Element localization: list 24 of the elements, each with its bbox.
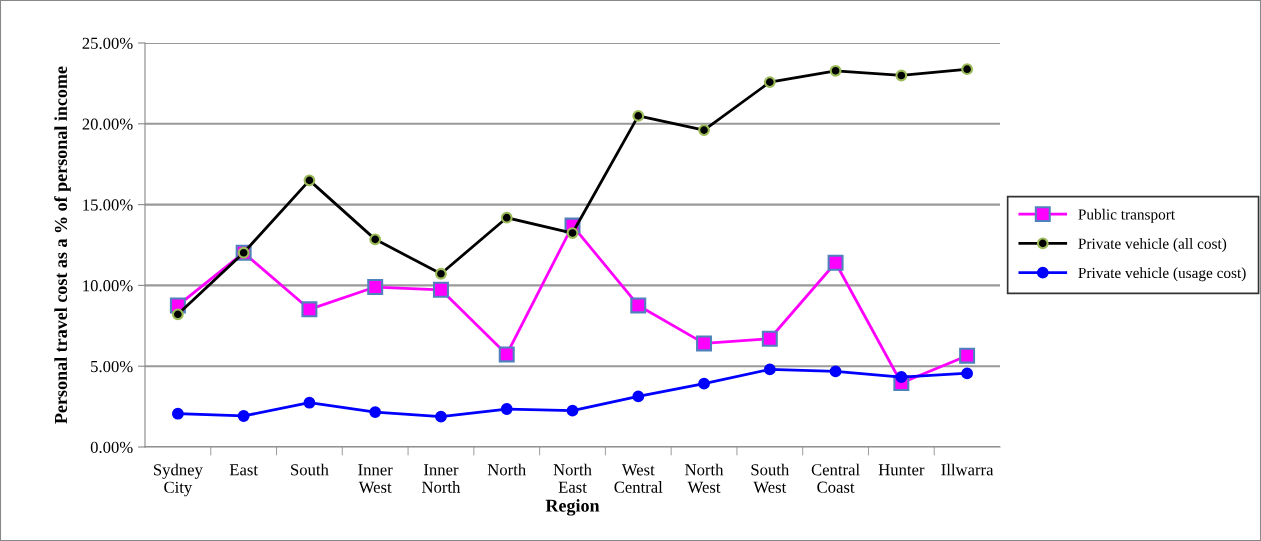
x-tick-label: South West xyxy=(751,463,790,493)
x-tick-label: Inner North xyxy=(422,464,461,493)
y-tick-label: 15.00% xyxy=(83,199,133,211)
x-tick-label: Sydney City xyxy=(154,463,203,497)
legend-label: Private vehicle (usage cost) xyxy=(1078,267,1246,282)
x-tick-label: Central Coast xyxy=(811,463,860,493)
y-tick-label: 25.00% xyxy=(82,37,133,50)
x-tick-label: Illwarra xyxy=(941,463,994,476)
legend-label: Private vehicle (all cost) xyxy=(1078,238,1227,252)
x-axis-title: Region xyxy=(545,499,600,516)
y-tick-label: 10.00% xyxy=(83,280,133,292)
x-tick-label: South xyxy=(291,463,329,476)
y-tick-label: 5.00% xyxy=(91,360,133,373)
x-tick-label: Inner West xyxy=(358,464,393,493)
y-tick-label: 0.00% xyxy=(90,441,133,454)
x-tick-label: Hunter xyxy=(878,464,925,476)
x-tick-label: North East xyxy=(553,463,592,493)
legend-label: Public transport xyxy=(1078,208,1175,223)
y-axis-title: Personal travel cost as a % of personal income xyxy=(54,66,71,424)
x-tick-label: West Central xyxy=(614,464,663,493)
x-tick-label: East xyxy=(229,464,258,476)
y-tick-label: 20.00% xyxy=(82,118,133,130)
x-tick-label: North West xyxy=(685,463,724,493)
x-tick-label: North xyxy=(487,463,526,476)
